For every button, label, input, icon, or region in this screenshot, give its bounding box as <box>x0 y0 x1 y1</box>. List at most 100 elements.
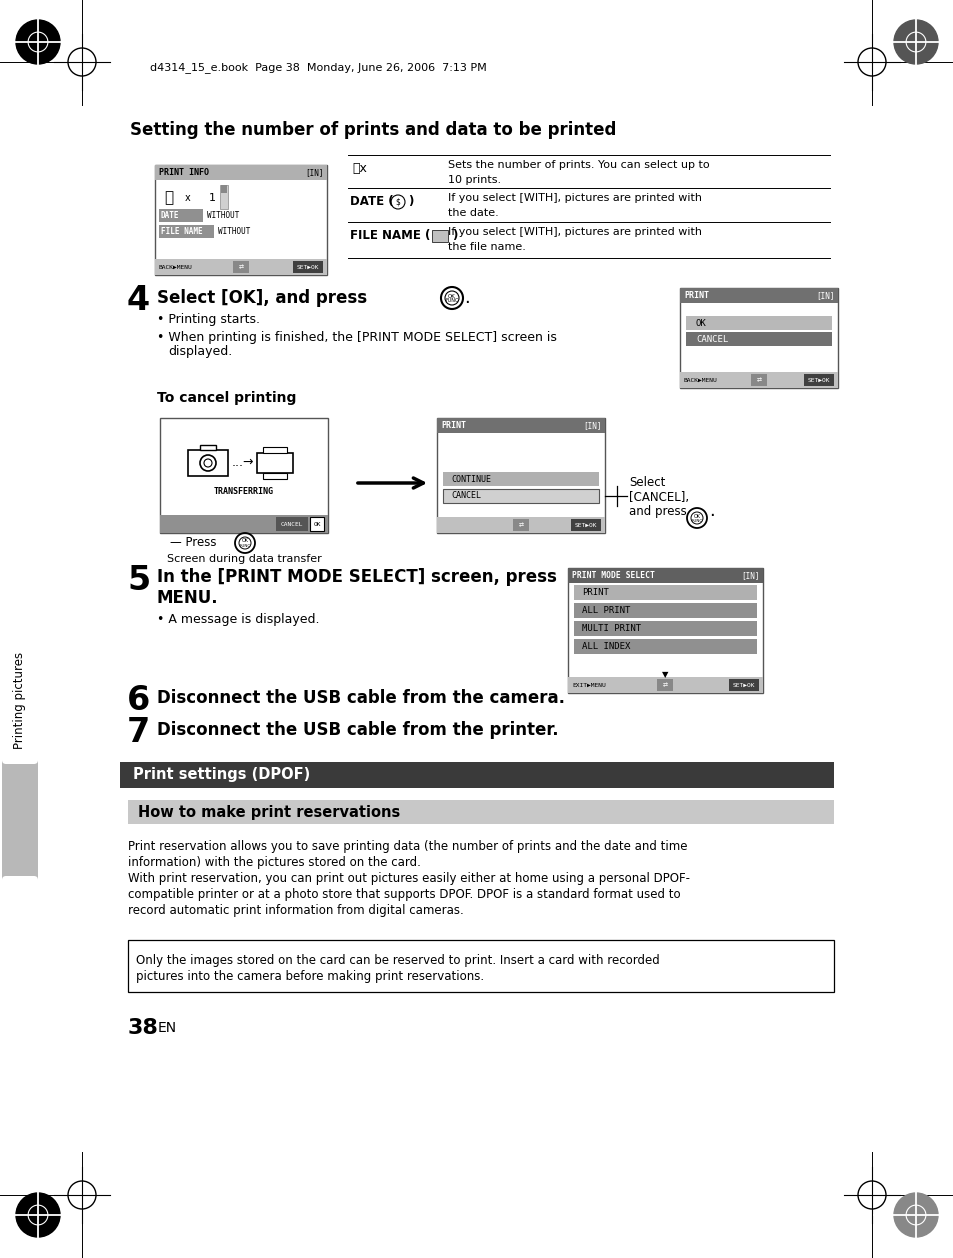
Text: PRINT INFO: PRINT INFO <box>159 169 209 177</box>
Text: [IN]: [IN] <box>305 169 324 177</box>
Text: SET▶OK: SET▶OK <box>732 683 755 688</box>
Text: OK: OK <box>693 513 700 518</box>
Bar <box>159 209 203 221</box>
Text: FUNC: FUNC <box>445 298 458 303</box>
Text: MENU.: MENU. <box>157 589 218 608</box>
Text: If you select [WITH], pictures are printed with: If you select [WITH], pictures are print… <box>448 192 701 203</box>
Circle shape <box>16 1193 60 1237</box>
Text: PRINT: PRINT <box>440 421 465 430</box>
Bar <box>574 639 757 654</box>
Bar <box>120 762 833 788</box>
Text: 38: 38 <box>128 1018 159 1038</box>
Bar <box>263 473 287 479</box>
Text: information) with the pictures stored on the card.: information) with the pictures stored on… <box>128 855 420 869</box>
Bar <box>574 621 757 637</box>
Bar <box>160 418 328 533</box>
Text: pictures into the camera before making print reservations.: pictures into the camera before making p… <box>136 970 483 982</box>
Text: — Press: — Press <box>170 536 216 550</box>
Text: Disconnect the USB cable from the printer.: Disconnect the USB cable from the printe… <box>157 721 558 738</box>
Bar <box>154 165 327 180</box>
Text: If you select [WITH], pictures are printed with: If you select [WITH], pictures are print… <box>448 226 701 237</box>
Text: WITHOUT: WITHOUT <box>207 211 239 220</box>
Text: OK: OK <box>241 538 248 543</box>
Bar <box>571 520 600 531</box>
Text: OK: OK <box>448 293 456 298</box>
Bar <box>154 259 327 276</box>
Text: BACK▶MENU: BACK▶MENU <box>159 264 193 269</box>
Text: $: $ <box>395 198 400 206</box>
Text: With print reservation, you can print out pictures easily either at home using a: With print reservation, you can print ou… <box>128 872 689 884</box>
Text: and press: and press <box>628 504 686 517</box>
Text: In the [PRINT MODE SELECT] screen, press: In the [PRINT MODE SELECT] screen, press <box>157 569 557 586</box>
Text: Screen during data transfer: Screen during data transfer <box>167 554 321 564</box>
Bar <box>679 288 837 387</box>
Text: x: x <box>185 192 191 203</box>
Bar <box>679 372 837 387</box>
Text: ⇄: ⇄ <box>756 375 760 385</box>
Text: ALL PRINT: ALL PRINT <box>581 606 630 615</box>
Bar <box>574 603 757 618</box>
Text: ⇄: ⇄ <box>661 681 667 689</box>
Text: [CANCEL],: [CANCEL], <box>628 491 688 503</box>
Text: 6: 6 <box>127 683 150 717</box>
Text: BACK▶MENU: BACK▶MENU <box>683 377 717 382</box>
Text: 1: 1 <box>209 192 215 203</box>
Text: PRINT: PRINT <box>581 587 608 598</box>
Bar <box>275 517 308 531</box>
Bar <box>567 569 762 582</box>
Text: FILE NAME: FILE NAME <box>161 226 202 237</box>
Bar <box>679 288 837 303</box>
Text: CANCEL: CANCEL <box>280 522 303 527</box>
Text: ): ) <box>452 229 456 243</box>
Text: ⎙: ⎙ <box>164 190 173 205</box>
Text: 4: 4 <box>127 283 150 317</box>
Text: ): ) <box>408 195 413 209</box>
Bar <box>436 418 604 533</box>
Text: 10 prints.: 10 prints. <box>448 175 500 185</box>
Text: WITHOUT: WITHOUT <box>218 226 250 237</box>
Bar <box>221 185 227 192</box>
Text: d4314_15_e.book  Page 38  Monday, June 26, 2006  7:13 PM: d4314_15_e.book Page 38 Monday, June 26,… <box>150 63 486 73</box>
Circle shape <box>16 20 60 64</box>
Bar <box>160 515 328 533</box>
Text: OK: OK <box>696 318 706 327</box>
Bar <box>188 450 228 476</box>
Bar <box>256 453 293 473</box>
Text: Select [OK], and press: Select [OK], and press <box>157 289 367 307</box>
Bar <box>159 225 213 238</box>
Text: record automatic print information from digital cameras.: record automatic print information from … <box>128 905 463 917</box>
Bar <box>293 260 323 273</box>
Text: ⇄: ⇄ <box>238 263 243 272</box>
Bar <box>436 418 604 433</box>
Circle shape <box>893 1193 937 1237</box>
Text: ▼: ▼ <box>661 671 667 679</box>
Text: Print reservation allows you to save printing data (the number of prints and the: Print reservation allows you to save pri… <box>128 840 687 853</box>
Bar <box>128 940 833 993</box>
Text: CANCEL: CANCEL <box>451 492 480 501</box>
Text: MULTI PRINT: MULTI PRINT <box>581 624 640 633</box>
Bar <box>567 677 762 693</box>
Text: .: . <box>708 502 714 520</box>
Text: CONTINUE: CONTINUE <box>451 474 491 483</box>
Text: ALL INDEX: ALL INDEX <box>581 642 630 650</box>
Bar <box>220 185 228 209</box>
Bar <box>200 445 215 450</box>
Text: • A message is displayed.: • A message is displayed. <box>157 614 319 626</box>
Bar <box>685 316 831 330</box>
Bar <box>154 165 327 276</box>
Bar <box>803 374 833 386</box>
Text: [IN]: [IN] <box>740 571 760 580</box>
Text: ...→: ...→ <box>232 457 254 469</box>
Text: displayed.: displayed. <box>168 346 232 359</box>
Text: How to make print reservations: How to make print reservations <box>138 805 400 819</box>
Text: FUNC: FUNC <box>239 543 251 548</box>
Text: [IN]: [IN] <box>583 421 601 430</box>
Text: Select: Select <box>628 477 664 489</box>
Bar <box>128 800 833 824</box>
Text: 7: 7 <box>127 716 150 749</box>
Text: EXIT▶MENU: EXIT▶MENU <box>572 683 605 688</box>
Bar <box>233 260 249 273</box>
Text: SET▶OK: SET▶OK <box>807 377 829 382</box>
Text: DATE: DATE <box>161 211 179 220</box>
Bar <box>513 520 529 531</box>
